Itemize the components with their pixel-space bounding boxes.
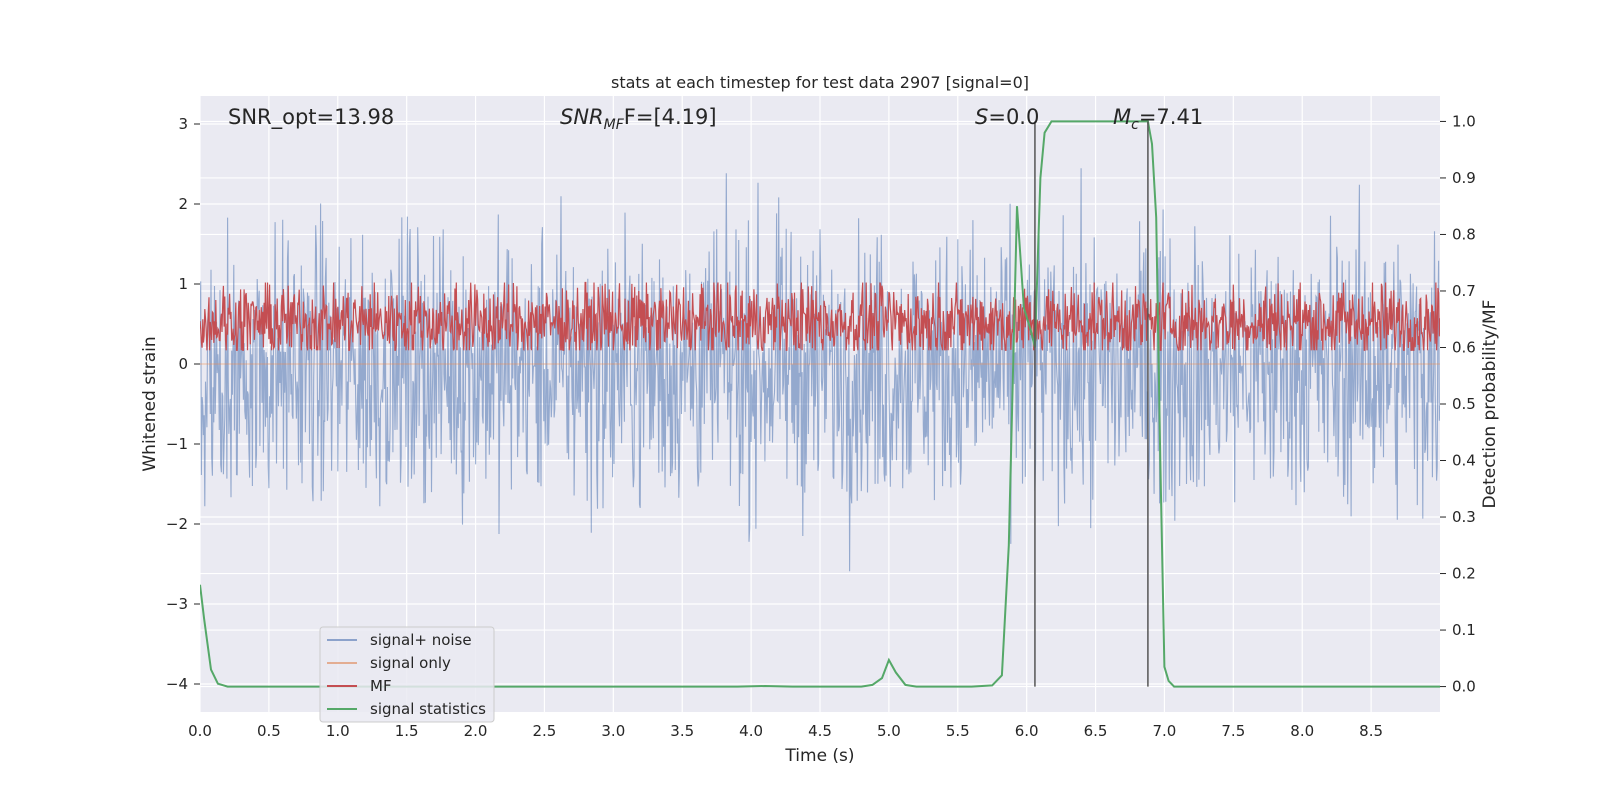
y-axis-left: 3 2 1 0 −1 −2 −3 −4 xyxy=(166,115,200,693)
y-axis-right-label: Detection probability/MF xyxy=(1480,300,1500,509)
y-right-tick-label: 0.5 xyxy=(1452,395,1476,413)
series-mf xyxy=(200,281,1440,351)
x-tick-label: 6.5 xyxy=(1084,722,1108,740)
x-tick-label: 3.0 xyxy=(601,722,625,740)
x-tick-label: 4.0 xyxy=(739,722,763,740)
y-left-tick-label: 1 xyxy=(178,275,188,293)
x-tick-label: 1.0 xyxy=(326,722,350,740)
y-axis-right: 1.0 0.9 0.8 0.7 0.6 0.5 0.4 0.3 0.2 0.1 0.0 xyxy=(1440,112,1476,696)
x-tick-label: 8.5 xyxy=(1359,722,1383,740)
x-tick-label: 2.0 xyxy=(464,722,488,740)
plot-area xyxy=(200,120,1440,688)
x-tick-label: 7.5 xyxy=(1221,722,1245,740)
y-right-tick-label: 0.2 xyxy=(1452,565,1476,583)
y-left-tick-label: 3 xyxy=(178,115,188,133)
y-left-tick-label: −3 xyxy=(166,595,188,613)
y-right-tick-label: 0.0 xyxy=(1452,678,1476,696)
y-right-tick-label: 0.8 xyxy=(1452,225,1476,243)
y-right-tick-label: 0.7 xyxy=(1452,282,1476,300)
annotation-snr-opt: SNR_opt=13.98 xyxy=(228,105,394,130)
y-left-tick-label: −1 xyxy=(166,435,188,453)
x-tick-label: 4.5 xyxy=(808,722,832,740)
y-right-tick-label: 0.3 xyxy=(1452,508,1476,526)
x-tick-label: 1.5 xyxy=(395,722,419,740)
chart-title: stats at each timestep for test data 290… xyxy=(611,73,1029,92)
legend-label: MF xyxy=(370,677,392,695)
x-tick-label: 6.0 xyxy=(1015,722,1039,740)
y-right-tick-label: 0.1 xyxy=(1452,621,1476,639)
annotation-s: S=0.0 xyxy=(975,105,1039,129)
x-tick-label: 7.0 xyxy=(1153,722,1177,740)
x-tick-label: 8.0 xyxy=(1290,722,1314,740)
legend-box xyxy=(319,626,495,723)
vertical-markers xyxy=(1034,121,1149,687)
x-tick-label: 0.0 xyxy=(188,722,212,740)
y-right-tick-label: 0.6 xyxy=(1452,338,1476,356)
series-signal-statistics xyxy=(200,120,1440,688)
legend-label: signal+ noise xyxy=(370,631,472,649)
y-left-tick-label: 2 xyxy=(178,195,188,213)
annotation-snr-mf: SNRMFF=[4.19] xyxy=(560,105,717,133)
legend: signal+ noise signal only MF signal statist… xyxy=(319,626,495,723)
y-axis-left-label: Whitened strain xyxy=(140,336,160,471)
y-left-tick-label: −4 xyxy=(166,675,188,693)
x-tick-label: 3.5 xyxy=(670,722,694,740)
x-tick-label: 5.0 xyxy=(877,722,901,740)
y-right-tick-label: 0.4 xyxy=(1452,452,1476,470)
x-axis-label: Time (s) xyxy=(784,746,854,766)
x-axis: 0.0 0.5 1.0 1.5 2.0 2.5 3.0 3.5 4.0 4.5 5.0 5.5 6.0 6… xyxy=(188,722,1383,740)
y-left-tick-label: 0 xyxy=(178,355,188,373)
legend-label: signal only xyxy=(370,654,451,672)
y-right-tick-label: 1.0 xyxy=(1452,112,1476,130)
x-tick-label: 5.5 xyxy=(946,722,970,740)
x-tick-label: 2.5 xyxy=(533,722,557,740)
y-right-tick-label: 0.9 xyxy=(1452,169,1476,187)
annotation-mc: Mc=7.41 xyxy=(1113,105,1203,133)
legend-label: signal statistics xyxy=(370,700,486,718)
x-tick-label: 0.5 xyxy=(257,722,281,740)
y-left-tick-label: −2 xyxy=(166,515,188,533)
